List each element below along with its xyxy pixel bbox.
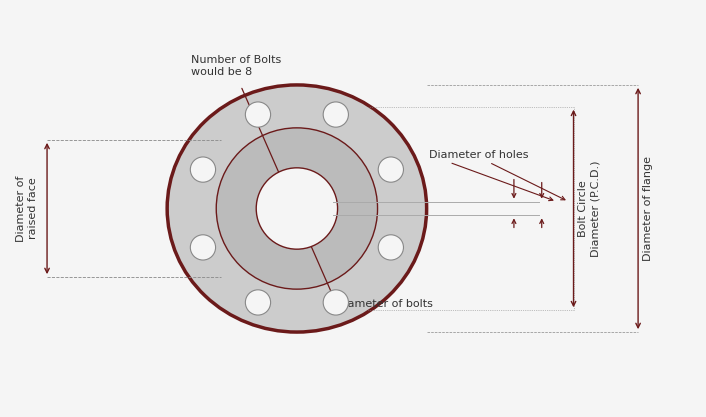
Circle shape [378,235,403,260]
Circle shape [246,102,270,127]
Circle shape [323,290,349,315]
Text: Diameter of bolts: Diameter of bolts [336,299,433,309]
Text: Number of Bolts
would be 8: Number of Bolts would be 8 [191,55,281,77]
Text: Diameter of flange: Diameter of flange [643,156,653,261]
Text: Bolt Circle
Diameter (P.C.D.): Bolt Circle Diameter (P.C.D.) [578,160,600,257]
Circle shape [191,235,215,260]
Text: Diameter of holes: Diameter of holes [429,151,529,161]
Text: Diameter of
raised face: Diameter of raised face [16,175,38,242]
Circle shape [256,168,337,249]
Ellipse shape [216,128,378,289]
Circle shape [323,102,349,127]
Circle shape [191,157,215,182]
Circle shape [378,157,403,182]
Ellipse shape [167,85,426,332]
Circle shape [246,290,270,315]
